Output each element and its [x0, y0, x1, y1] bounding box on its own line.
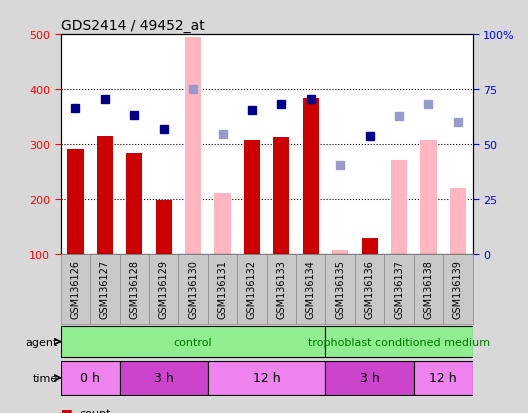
- Text: GSM136130: GSM136130: [188, 260, 198, 318]
- Bar: [274, 138, 289, 254]
- Bar: [384, 254, 414, 324]
- Text: GSM136132: GSM136132: [247, 260, 257, 318]
- Text: agent: agent: [26, 337, 58, 347]
- Bar: [325, 326, 473, 358]
- Text: trophoblast conditioned medium: trophoblast conditioned medium: [308, 337, 490, 347]
- Text: GSM136126: GSM136126: [70, 260, 80, 318]
- Text: GSM136127: GSM136127: [100, 260, 110, 318]
- Bar: [149, 254, 178, 324]
- Text: GSM136131: GSM136131: [218, 260, 228, 318]
- Bar: [156, 201, 172, 254]
- Bar: [68, 150, 83, 254]
- Bar: [332, 250, 348, 254]
- Bar: [90, 254, 119, 324]
- Text: time: time: [33, 373, 58, 383]
- Bar: [208, 361, 325, 395]
- Bar: [443, 254, 473, 324]
- Bar: [414, 361, 473, 395]
- Bar: [214, 194, 231, 254]
- Bar: [362, 239, 378, 254]
- Text: count: count: [79, 408, 111, 413]
- Bar: [97, 136, 113, 254]
- Bar: [450, 188, 466, 254]
- Bar: [178, 254, 208, 324]
- Text: GSM136136: GSM136136: [365, 260, 374, 318]
- Text: GSM136135: GSM136135: [335, 260, 345, 318]
- Bar: [296, 254, 325, 324]
- Text: 12 h: 12 h: [429, 371, 457, 385]
- Bar: [185, 38, 201, 254]
- Bar: [391, 161, 407, 254]
- Bar: [237, 254, 267, 324]
- Text: GSM136133: GSM136133: [276, 260, 286, 318]
- Bar: [61, 326, 325, 358]
- Bar: [325, 361, 414, 395]
- Text: 12 h: 12 h: [253, 371, 280, 385]
- Text: control: control: [174, 337, 212, 347]
- Text: GSM136139: GSM136139: [453, 260, 463, 318]
- Text: GSM136128: GSM136128: [129, 260, 139, 318]
- Bar: [420, 141, 437, 254]
- Text: 3 h: 3 h: [154, 371, 174, 385]
- Bar: [244, 140, 260, 254]
- Bar: [303, 99, 319, 254]
- Bar: [325, 254, 355, 324]
- Bar: [119, 254, 149, 324]
- Text: ■: ■: [61, 406, 72, 413]
- Text: GSM136129: GSM136129: [159, 260, 168, 318]
- Bar: [355, 254, 384, 324]
- Bar: [414, 254, 443, 324]
- Text: 3 h: 3 h: [360, 371, 380, 385]
- Text: GSM136137: GSM136137: [394, 260, 404, 318]
- Text: GSM136134: GSM136134: [306, 260, 316, 318]
- Text: 0 h: 0 h: [80, 371, 100, 385]
- Bar: [267, 254, 296, 324]
- Bar: [208, 254, 237, 324]
- Bar: [119, 361, 208, 395]
- Bar: [61, 361, 119, 395]
- Bar: [61, 254, 90, 324]
- Text: GDS2414 / 49452_at: GDS2414 / 49452_at: [61, 19, 204, 33]
- Bar: [126, 154, 143, 254]
- Text: GSM136138: GSM136138: [423, 260, 433, 318]
